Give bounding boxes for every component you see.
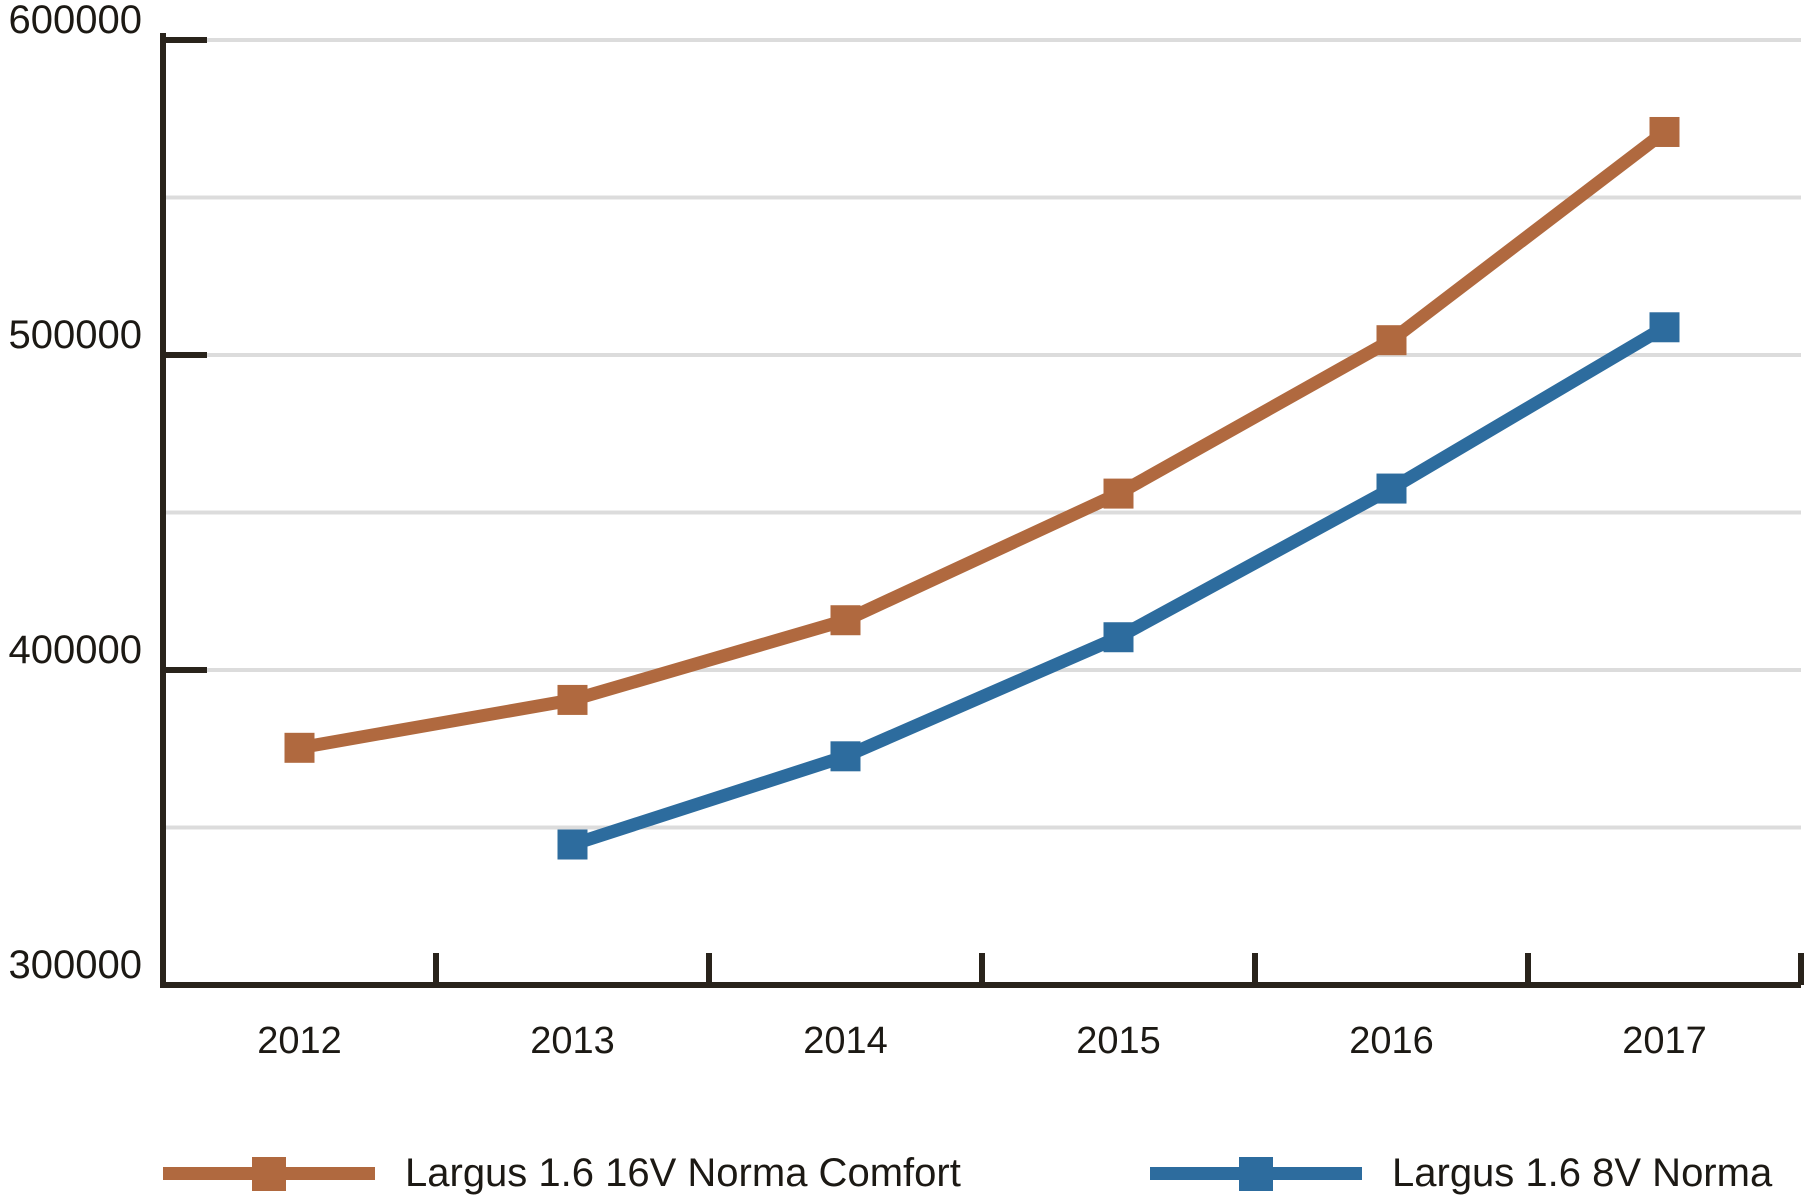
data-point-marker: [1649, 116, 1680, 147]
x-tick-label: 2012: [257, 1020, 342, 1062]
x-tick-label: 2016: [1349, 1020, 1434, 1062]
chart-legend: Largus 1.6 16V Norma Comfort Largus 1.6 …: [0, 1150, 1808, 1196]
legend-item-8v-norma: Largus 1.6 8V Norma: [1150, 1150, 1772, 1196]
legend-item-16v-norma-comfort: Largus 1.6 16V Norma Comfort: [163, 1150, 961, 1196]
data-point-marker: [830, 605, 861, 636]
y-tick-label: 300000: [8, 943, 142, 987]
data-point-marker: [284, 732, 315, 763]
data-point-marker: [1103, 622, 1134, 653]
data-point-marker: [557, 684, 588, 715]
data-point-marker: [557, 829, 588, 860]
x-tick-label: 2015: [1076, 1020, 1161, 1062]
legend-square-marker-8v: [1239, 1157, 1273, 1191]
legend-label-8v: Largus 1.6 8V Norma: [1392, 1151, 1773, 1195]
legend-square-marker-16v: [252, 1157, 286, 1191]
legend-swatch-8v: [1150, 1150, 1362, 1196]
x-tick-label: 2014: [803, 1020, 888, 1062]
data-point-marker: [1103, 478, 1134, 509]
y-tick-label: 400000: [8, 628, 142, 672]
data-point-marker: [1649, 312, 1680, 343]
series-line-0: [298, 126, 1669, 755]
y-tick-label: 500000: [8, 313, 142, 357]
x-tick-label: 2017: [1622, 1020, 1707, 1062]
y-tick-label: 600000: [8, 0, 142, 42]
x-tick-label: 2013: [530, 1020, 615, 1062]
data-point-marker: [1376, 473, 1407, 504]
legend-label-16v: Largus 1.6 16V Norma Comfort: [405, 1151, 961, 1195]
series-line-1: [570, 321, 1668, 851]
data-point-marker: [830, 741, 861, 772]
legend-swatch-16v: [163, 1150, 375, 1196]
data-point-marker: [1376, 325, 1407, 356]
